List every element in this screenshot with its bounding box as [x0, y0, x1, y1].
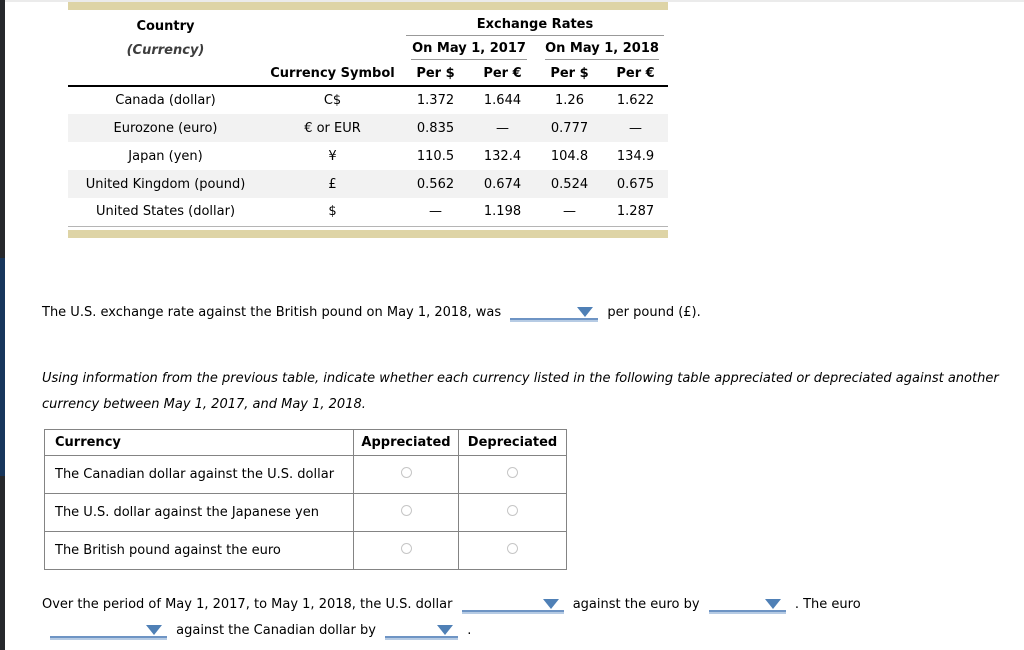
symbol-cell: C$	[323, 93, 342, 108]
depreciated-radio[interactable]	[507, 505, 518, 516]
window-edge-dark-segment	[0, 476, 5, 650]
rate-cell: —	[496, 120, 509, 136]
rate-cell: 0.835	[416, 120, 455, 136]
euro-vs-cad-amount-dropdown[interactable]	[385, 622, 459, 638]
table-row: Canada (dollar) C$ 1.372 1.644 1.26 1.62…	[68, 86, 668, 114]
table-row: United States (dollar) $ — 1.198 — 1.287	[68, 198, 669, 227]
depreciated-radio[interactable]	[507, 543, 518, 554]
dropdown-arrow-icon	[542, 599, 559, 609]
currency-column-header: Currency	[44, 429, 354, 456]
choice-row: The U.S. dollar against the Japanese yen	[44, 493, 567, 532]
rate-cell: 1.644	[483, 93, 522, 108]
rate-cell: 0.562	[416, 176, 455, 192]
dropdown-arrow-icon	[146, 625, 162, 635]
per-euro-header: Per €	[469, 62, 536, 87]
choice-row-label: The Canadian dollar against the U.S. dol…	[44, 455, 354, 494]
question-3-text: .	[467, 623, 472, 638]
q1-rate-dropdown[interactable]	[510, 304, 599, 320]
exchange-rates-group-header: Exchange Rates	[406, 17, 665, 36]
choice-row-label: The British pound against the euro	[44, 531, 354, 570]
table-row: Eurozone (euro) € or EUR 0.835 — 0.777 —	[68, 114, 669, 142]
table-row: United Kingdom (pound) £ 0.562 0.674 0.5…	[68, 170, 669, 198]
per-euro-header: Per €	[603, 62, 669, 87]
exchange-rates-table: Country Exchange Rates (Currency) On May…	[68, 2, 669, 238]
usd-vs-euro-direction-dropdown[interactable]	[461, 596, 564, 612]
rate-cell: 1.287	[603, 198, 669, 227]
country-header: Country	[136, 18, 195, 34]
rate-cell: 1.198	[469, 198, 536, 227]
question-3-line-1: Over the period of May 1, 2017, to May 1…	[42, 596, 861, 622]
symbol-cell: $	[263, 198, 402, 227]
appreciated-radio[interactable]	[400, 543, 412, 554]
rate-cell: 1.372	[416, 93, 455, 108]
symbol-cell: € or EUR	[304, 120, 361, 136]
country-cell: United Kingdom (pound)	[85, 176, 246, 192]
date-header-2017: On May 1, 2017	[411, 41, 527, 60]
instruction-text: Using information from the previous tabl…	[42, 371, 999, 412]
rate-cell: 1.26	[555, 93, 584, 108]
table-row: Japan (yen) ¥ 110.5 132.4 104.8 134.9	[68, 142, 668, 170]
country-cell: United States (dollar)	[68, 198, 263, 227]
question-1-text-after: per pound (£).	[607, 305, 701, 320]
question-1-text: The U.S. exchange rate against the Briti…	[42, 305, 502, 320]
appreciated-column-header: Appreciated	[353, 429, 459, 456]
country-cell: Japan (yen)	[128, 148, 203, 164]
choice-row: The Canadian dollar against the U.S. dol…	[44, 455, 567, 494]
dropdown-arrow-icon	[437, 625, 454, 635]
country-cell: Canada (dollar)	[115, 93, 216, 108]
rate-cell: 132.4	[483, 148, 522, 164]
currency-subheader: (Currency)	[126, 42, 205, 58]
question-3-text: against the euro by	[572, 597, 700, 612]
per-dollar-header: Per $	[536, 62, 603, 87]
rate-cell: 110.5	[416, 148, 455, 164]
window-edge-bar	[0, 0, 5, 650]
currency-symbol-header: Currency Symbol	[263, 62, 402, 87]
question-3-text: against the Canadian dollar by	[176, 623, 376, 638]
rate-cell: 0.777	[550, 120, 589, 136]
table-accent-bar-bottom	[68, 229, 668, 238]
symbol-cell: £	[328, 176, 337, 192]
question-3-text: . The euro	[794, 597, 861, 612]
rate-cell: —	[629, 120, 643, 136]
window-edge-navy-segment	[0, 258, 5, 476]
dropdown-arrow-icon	[577, 307, 594, 317]
table-accent-bar-top	[68, 2, 668, 10]
question-3: Over the period of May 1, 2017, to May 1…	[42, 596, 861, 648]
top-divider-line	[5, 0, 1024, 2]
dropdown-arrow-icon	[764, 599, 781, 609]
rate-cell: 0.675	[616, 176, 655, 192]
rate-cell: 134.9	[616, 148, 655, 164]
depreciated-radio[interactable]	[507, 467, 518, 478]
rate-cell: 0.674	[483, 176, 522, 192]
question-3-line-2: against the Canadian dollar by .	[42, 622, 861, 648]
rate-cell: 104.8	[550, 148, 589, 164]
choice-row-label: The U.S. dollar against the Japanese yen	[44, 493, 354, 532]
appreciated-radio[interactable]	[400, 467, 412, 478]
per-dollar-header: Per $	[402, 62, 469, 87]
window-edge-dark-segment	[0, 0, 5, 258]
date-header-2018: On May 1, 2018	[545, 41, 660, 60]
question-3-text: Over the period of May 1, 2017, to May 1…	[42, 597, 453, 612]
rate-cell: —	[536, 198, 603, 227]
rate-cell: 0.524	[550, 176, 589, 192]
appreciated-radio[interactable]	[400, 505, 412, 516]
question-1: The U.S. exchange rate against the Briti…	[42, 304, 701, 320]
rate-cell: —	[402, 198, 469, 227]
currency-choice-table: Currency Appreciated Depreciated The Can…	[44, 429, 567, 570]
symbol-cell: ¥	[328, 148, 337, 164]
usd-vs-euro-amount-dropdown[interactable]	[708, 596, 786, 612]
rate-cell: 1.622	[616, 93, 655, 108]
depreciated-column-header: Depreciated	[458, 429, 567, 456]
country-cell: Eurozone (euro)	[113, 120, 218, 136]
euro-vs-cad-direction-dropdown[interactable]	[50, 622, 167, 638]
choice-row: The British pound against the euro	[44, 531, 567, 570]
